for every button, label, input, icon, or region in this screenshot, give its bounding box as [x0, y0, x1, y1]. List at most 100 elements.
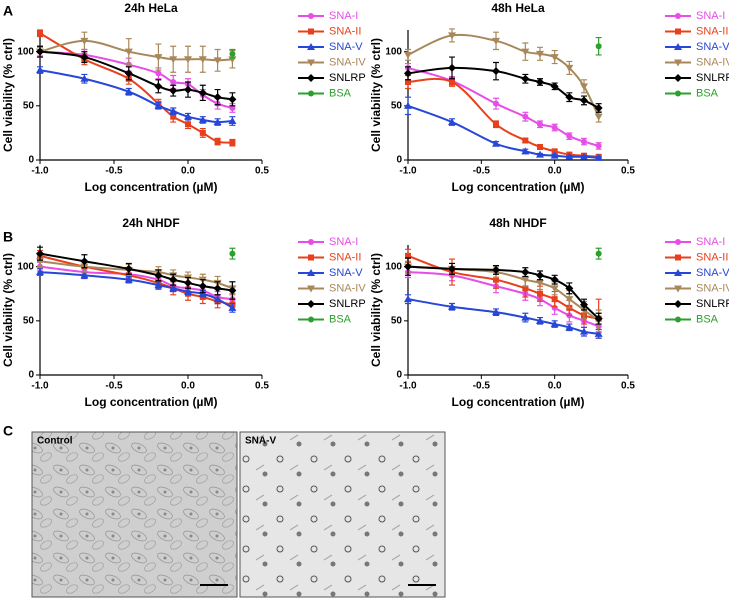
- data-point: [80, 257, 89, 266]
- data-point: [595, 142, 602, 149]
- data-point: [228, 117, 237, 124]
- data-point: [580, 83, 588, 91]
- data-point: [184, 278, 192, 287]
- data-point: [198, 56, 207, 64]
- data-point: [595, 250, 602, 257]
- image-label: SNA-V: [245, 436, 276, 447]
- data-point: [594, 113, 603, 121]
- data-point: [184, 112, 192, 120]
- data-point: [448, 302, 456, 310]
- data-point: [521, 48, 530, 56]
- y-tick-label: 0: [396, 155, 402, 166]
- x-tick-label: 0.5: [255, 381, 269, 392]
- data-point: [521, 313, 530, 321]
- data-point: [198, 88, 207, 97]
- legend-label: SNLRP: [696, 72, 729, 84]
- data-point: [169, 107, 178, 115]
- data-point: [594, 314, 603, 323]
- legend-marker: [675, 28, 681, 35]
- data-point: [536, 271, 544, 280]
- fit-curve: [407, 104, 599, 159]
- chart-title: 24h NHDF: [122, 216, 179, 230]
- data-point: [536, 150, 544, 158]
- panel-label: B: [3, 229, 13, 245]
- data-point: [551, 296, 558, 303]
- data-point: [154, 271, 163, 280]
- x-tick-label: 0.5: [621, 166, 635, 177]
- data-point: [229, 139, 236, 146]
- y-axis-label: Cell viability (% ctrl): [1, 38, 15, 152]
- y-tick-label: 50: [391, 100, 403, 111]
- micrograph: [31, 431, 238, 598]
- data-point: [184, 85, 192, 94]
- y-tick-label: 50: [391, 315, 403, 326]
- data-point: [493, 100, 499, 107]
- data-point: [550, 320, 559, 328]
- y-tick-label: 100: [385, 46, 402, 57]
- legend-label: SNLRP: [329, 298, 366, 310]
- data-point: [580, 300, 588, 309]
- data-point: [448, 63, 456, 72]
- data-point: [124, 275, 133, 283]
- data-point: [213, 295, 222, 303]
- data-point: [404, 101, 412, 109]
- data-point: [594, 329, 603, 337]
- panel-label: A: [3, 3, 13, 19]
- data-point: [169, 275, 178, 284]
- data-point: [580, 327, 588, 335]
- data-point: [521, 74, 530, 83]
- fit-curve: [407, 77, 599, 158]
- x-tick-label: -0.5: [105, 381, 123, 392]
- legend-label: SNA-I: [696, 10, 725, 22]
- data-point: [184, 56, 192, 64]
- data-point: [124, 264, 133, 273]
- data-point: [492, 265, 500, 274]
- data-point: [550, 54, 559, 62]
- data-point: [404, 69, 412, 78]
- data-point: [537, 121, 543, 128]
- legend-label: SNA-IV: [329, 282, 366, 294]
- legend-label: SNA-I: [696, 236, 725, 248]
- data-point: [594, 153, 603, 161]
- data-point: [405, 252, 411, 259]
- data-point: [36, 66, 44, 74]
- data-point: [213, 284, 222, 293]
- legend-label: SNA-IV: [696, 56, 729, 68]
- x-axis-label: Log concentration (µM): [452, 180, 585, 194]
- data-point: [536, 316, 544, 324]
- legend-label: BSA: [329, 87, 352, 99]
- x-tick-label: -0.5: [105, 166, 123, 177]
- data-point: [184, 287, 192, 295]
- data-point: [36, 249, 44, 258]
- data-point: [229, 50, 236, 57]
- x-tick-label: -1.0: [31, 381, 49, 392]
- micrograph: [239, 431, 446, 598]
- fit-curve: [39, 32, 233, 144]
- legend-label: SNLRP: [696, 298, 729, 310]
- data-point: [154, 54, 163, 62]
- y-tick-label: 50: [23, 100, 35, 111]
- data-point: [581, 138, 587, 145]
- data-point: [550, 285, 559, 293]
- data-point: [565, 296, 574, 304]
- data-point: [155, 70, 162, 77]
- x-tick-label: -0.5: [473, 381, 491, 392]
- data-point: [448, 32, 456, 40]
- data-point: [492, 308, 500, 316]
- legend-marker: [307, 285, 315, 293]
- data-point: [80, 74, 89, 82]
- legend-marker: [675, 239, 681, 245]
- chart-title: 24h HeLa: [124, 1, 178, 15]
- y-axis-label: Cell viability (% ctrl): [1, 253, 15, 367]
- data-point: [536, 78, 544, 86]
- legend-label: SNA-I: [329, 236, 358, 248]
- x-tick-label: -1.0: [399, 381, 417, 392]
- data-point: [565, 323, 574, 331]
- y-axis-label: Cell viability (% ctrl): [369, 253, 383, 367]
- legend-marker: [307, 269, 315, 276]
- legend-marker: [308, 90, 314, 97]
- legend-marker: [308, 239, 314, 245]
- x-tick-label: -1.0: [31, 166, 49, 177]
- data-point: [551, 148, 558, 155]
- x-tick-label: -1.0: [399, 166, 417, 177]
